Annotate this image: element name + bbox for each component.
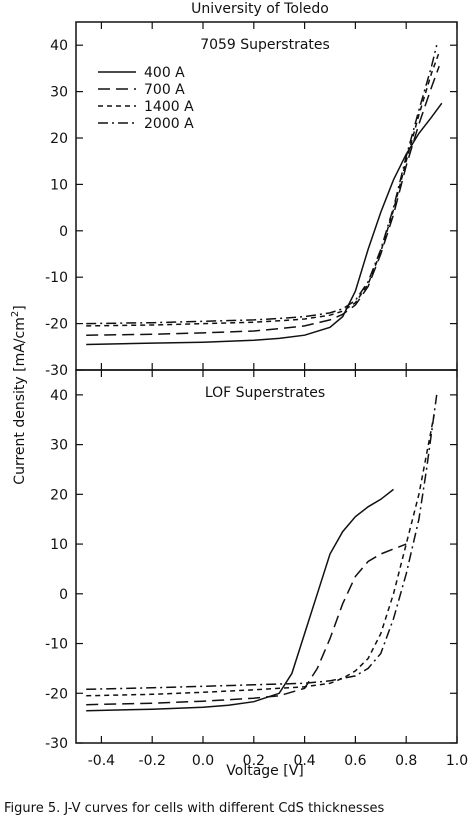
y-tick-label: 30 [50,438,68,454]
x-tick-label: 0.0 [192,753,214,769]
series-line-400-a [86,488,394,712]
y-tick-label: -30 [45,363,68,379]
y-tick-label: 40 [50,388,68,404]
y-tick-label: 20 [50,487,68,503]
x-tick-label: 0.8 [395,753,417,769]
x-tick-label: 0.4 [293,753,315,769]
y-tick-label: 10 [50,177,68,193]
legend-label: 400 A [144,65,185,81]
legend-label: 2000 A [144,116,194,132]
y-axis-label: Current density [mA/cm2] [10,305,28,484]
y-tick-label: -10 [45,270,68,286]
series-line-700-a [86,65,440,336]
series-line-700-a [86,543,407,706]
figure-caption: Figure 5. J-V curves for cells with diff… [4,801,384,816]
series-line-1400-a [86,414,435,697]
figure-header: University of Toledo [191,1,329,17]
plot-frame [75,21,458,371]
legend-label: 700 A [144,82,185,98]
series-line-2000-a [86,394,438,691]
y-tick-label: 0 [59,224,68,240]
y-tick-label: 40 [50,38,68,54]
x-axis-label: Voltage [V] [226,763,303,779]
x-tick-label: -0.4 [88,753,115,769]
series-line-400-a [86,102,443,346]
series-line-1400-a [86,51,440,327]
y-tick-label: 20 [50,131,68,147]
x-tick-label: 1.0 [446,753,468,769]
y-tick-label: -20 [45,317,68,333]
y-tick-label: 10 [50,537,68,553]
panel-2: -30 -20 -10 0 10 20 30 40 -0.4 -0.2 0.0 0.2 0.4 0.6 0.… [45,369,468,769]
x-tick-label: -0.2 [139,753,166,769]
x-tick-label: 0.6 [344,753,366,769]
y-tick-label: -20 [45,686,68,702]
chart-panels: -30 -20 -10 0 10 20 30 40 7059 Superstrates 400 A… [45,21,468,769]
panel-title: LOF Superstrates [205,385,325,401]
y-tick-label: -10 [45,637,68,653]
legend-label: 1400 A [144,99,194,115]
plot-frame [75,369,458,744]
y-tick-label: 0 [59,587,68,603]
series-line-2000-a [86,45,438,325]
panel-1: -30 -20 -10 0 10 20 30 40 7059 Superstrates 400 A… [45,21,458,379]
x-tick-label: 0.2 [243,753,265,769]
y-tick-label: -30 [45,736,68,752]
panel-title: 7059 Superstrates [200,37,330,53]
y-tick-label: 30 [50,85,68,101]
